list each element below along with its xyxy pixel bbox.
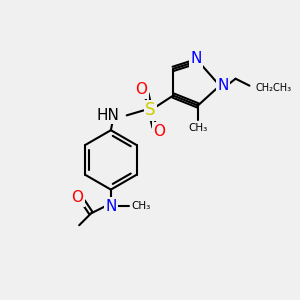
Text: N: N <box>217 78 228 93</box>
Text: O: O <box>71 190 83 205</box>
Text: S: S <box>145 101 156 119</box>
Text: CH₃: CH₃ <box>132 201 151 212</box>
Text: HN: HN <box>97 108 120 123</box>
Text: O: O <box>153 124 165 139</box>
Text: CH₂CH₃: CH₂CH₃ <box>255 82 292 93</box>
Text: N: N <box>190 51 202 66</box>
Text: O: O <box>136 82 148 97</box>
Text: CH₃: CH₃ <box>188 123 208 133</box>
Text: N: N <box>105 199 117 214</box>
